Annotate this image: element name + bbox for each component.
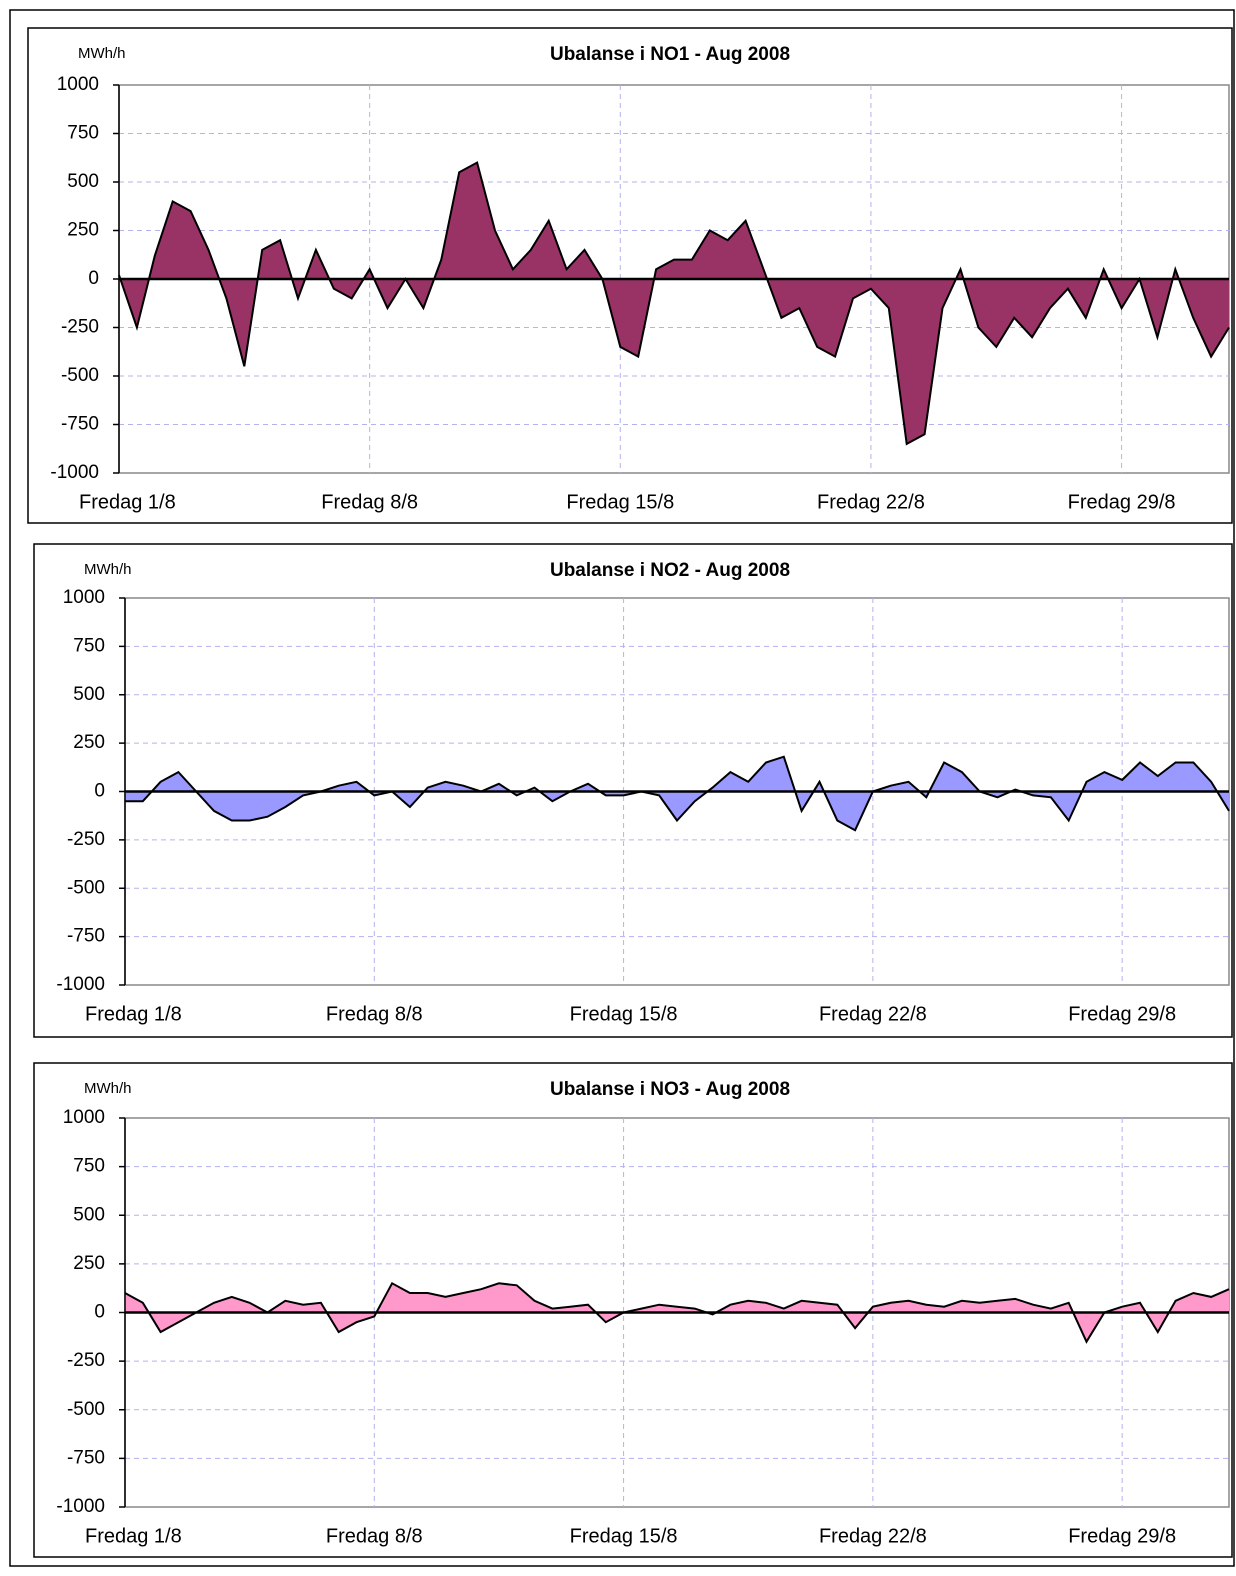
chart-title: Ubalanse i NO2 - Aug 2008 xyxy=(550,560,790,581)
y-tick-label: -750 xyxy=(67,926,105,947)
y-tick-label: 0 xyxy=(88,268,99,289)
x-tick-label: Fredag 8/8 xyxy=(326,1525,423,1547)
y-tick-label: 750 xyxy=(73,1156,105,1177)
y-tick-label: -500 xyxy=(61,365,99,386)
y-tick-label: -750 xyxy=(61,414,99,435)
chart-panel: Ubalanse i NO1 - Aug 2008 MWh/h -1000 -750 -… xyxy=(27,27,1233,524)
area-line xyxy=(118,161,1230,446)
y-tick-label: 750 xyxy=(67,123,99,144)
chart-title: Ubalanse i NO1 - Aug 2008 xyxy=(550,44,790,65)
x-tick-label: Fredag 15/8 xyxy=(570,1003,678,1025)
y-tick-label: -250 xyxy=(67,1350,105,1371)
x-tick-label: Fredag 29/8 xyxy=(1068,1003,1176,1025)
chart-panel: Ubalanse i NO2 - Aug 2008 MWh/h -1000 -750 -… xyxy=(33,543,1233,1038)
y-tick-label: -250 xyxy=(61,317,99,338)
y-tick-label: -750 xyxy=(67,1447,105,1468)
y-tick-label: -1000 xyxy=(56,974,105,995)
y-tick-label: 500 xyxy=(67,171,99,192)
x-tick-label: Fredag 1/8 xyxy=(79,491,176,513)
x-tick-label: Fredag 15/8 xyxy=(570,1525,678,1547)
y-tick-label: 500 xyxy=(73,684,105,705)
outer-frame xyxy=(9,9,1235,1567)
y-tick-label: 750 xyxy=(73,635,105,656)
y-tick-label: 1000 xyxy=(63,1107,105,1128)
y-unit: MWh/h xyxy=(84,561,132,578)
y-tick-label: 0 xyxy=(94,1302,105,1323)
y-tick-label: -1000 xyxy=(50,462,99,483)
y-tick-label: 0 xyxy=(94,781,105,802)
x-tick-label: Fredag 22/8 xyxy=(819,1525,927,1547)
area-fill xyxy=(125,756,1229,831)
chart-title: Ubalanse i NO3 - Aug 2008 xyxy=(550,1079,790,1100)
x-tick-label: Fredag 1/8 xyxy=(85,1525,182,1547)
y-tick-label: 250 xyxy=(73,732,105,753)
y-tick-label: -500 xyxy=(67,1399,105,1420)
y-unit: MWh/h xyxy=(78,45,126,62)
x-tick-label: Fredag 29/8 xyxy=(1068,1525,1176,1547)
x-tick-label: Fredag 8/8 xyxy=(321,491,418,513)
y-tick-label: 500 xyxy=(73,1204,105,1225)
x-tick-label: Fredag 15/8 xyxy=(566,491,674,513)
area-fill xyxy=(119,162,1229,444)
y-tick-label: 1000 xyxy=(63,587,105,608)
x-tick-label: Fredag 22/8 xyxy=(817,491,925,513)
y-tick-label: -500 xyxy=(67,877,105,898)
y-tick-label: 1000 xyxy=(57,74,99,95)
chart-panel: Ubalanse i NO3 - Aug 2008 MWh/h -1000 -750 -… xyxy=(33,1062,1233,1558)
y-tick-label: 250 xyxy=(67,220,99,241)
y-tick-label: -250 xyxy=(67,829,105,850)
y-unit: MWh/h xyxy=(84,1080,132,1097)
y-tick-label: -1000 xyxy=(56,1496,105,1517)
x-tick-label: Fredag 1/8 xyxy=(85,1003,182,1025)
x-tick-label: Fredag 29/8 xyxy=(1068,491,1176,513)
area-line xyxy=(124,1281,1230,1344)
area-line xyxy=(125,755,1230,832)
x-tick-label: Fredag 22/8 xyxy=(819,1003,927,1025)
x-tick-label: Fredag 8/8 xyxy=(326,1003,423,1025)
y-tick-label: 250 xyxy=(73,1253,105,1274)
